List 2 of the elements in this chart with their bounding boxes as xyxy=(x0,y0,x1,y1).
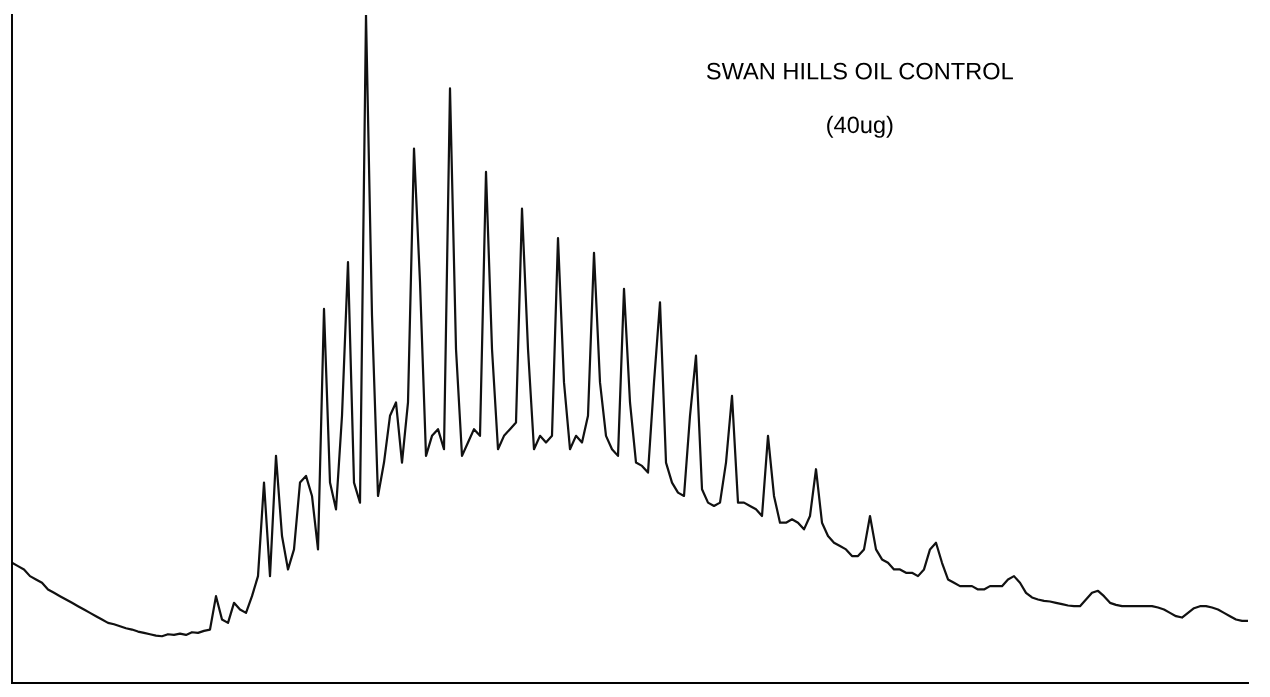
text: SWAN HILLS OIL CONTROL xyxy=(706,62,1013,80)
text: (40ug) xyxy=(827,115,893,138)
